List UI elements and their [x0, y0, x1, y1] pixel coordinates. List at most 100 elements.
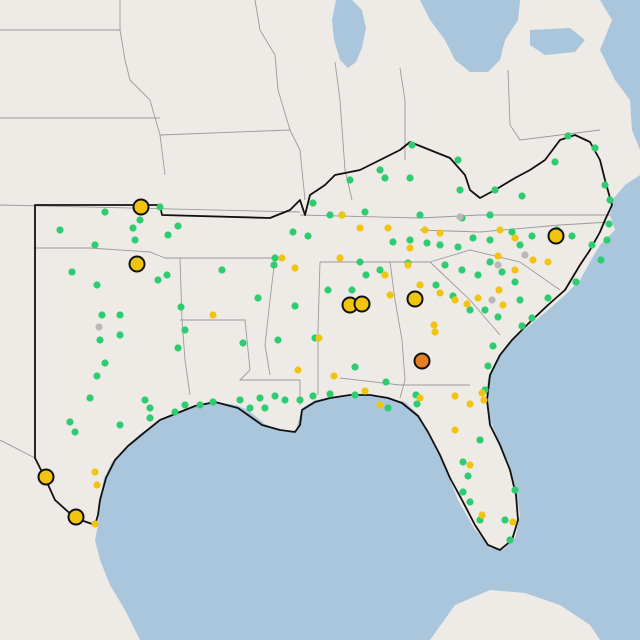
green-site-marker[interactable] — [406, 174, 414, 182]
green-site-marker[interactable] — [348, 286, 356, 294]
green-site-marker[interactable] — [309, 199, 317, 207]
yellow-site-marker[interactable] — [416, 281, 424, 289]
green-site-marker[interactable] — [116, 331, 124, 339]
green-site-marker[interactable] — [389, 238, 397, 246]
green-site-marker[interactable] — [136, 216, 144, 224]
green-site-marker[interactable] — [459, 488, 467, 496]
green-site-marker[interactable] — [376, 266, 384, 274]
green-site-marker[interactable] — [516, 241, 524, 249]
green-site-marker[interactable] — [196, 401, 204, 409]
green-site-marker[interactable] — [382, 378, 390, 386]
green-site-marker[interactable] — [508, 228, 516, 236]
yellow-site-marker[interactable] — [478, 511, 486, 519]
yellow-site-marker[interactable] — [480, 396, 488, 404]
green-site-marker[interactable] — [164, 231, 172, 239]
yellow-site-marker[interactable] — [356, 224, 364, 232]
green-site-marker[interactable] — [466, 306, 474, 314]
green-site-marker[interactable] — [432, 281, 440, 289]
yellow-site-marker[interactable] — [386, 291, 394, 299]
green-site-marker[interactable] — [489, 342, 497, 350]
green-site-marker[interactable] — [98, 311, 106, 319]
green-site-marker[interactable] — [601, 181, 609, 189]
yellow-site-marker[interactable] — [91, 520, 99, 528]
yellow-site-marker[interactable] — [466, 400, 474, 408]
yellow-site-marker[interactable] — [509, 518, 517, 526]
yellow-site-marker[interactable] — [278, 254, 286, 262]
green-site-marker[interactable] — [384, 404, 392, 412]
green-site-marker[interactable] — [361, 208, 369, 216]
yellow-large-marker[interactable] — [132, 198, 150, 216]
green-site-marker[interactable] — [254, 294, 262, 302]
green-site-marker[interactable] — [296, 396, 304, 404]
green-site-marker[interactable] — [291, 302, 299, 310]
green-site-marker[interactable] — [309, 392, 317, 400]
green-site-marker[interactable] — [351, 391, 359, 399]
yellow-site-marker[interactable] — [494, 252, 502, 260]
green-site-marker[interactable] — [141, 396, 149, 404]
green-site-marker[interactable] — [518, 322, 526, 330]
yellow-site-marker[interactable] — [436, 229, 444, 237]
gray-site-marker[interactable] — [488, 296, 496, 304]
green-site-marker[interactable] — [408, 141, 416, 149]
yellow-large-marker[interactable] — [37, 468, 55, 486]
green-site-marker[interactable] — [413, 400, 421, 408]
yellow-site-marker[interactable] — [294, 366, 302, 374]
green-site-marker[interactable] — [568, 232, 576, 240]
green-site-marker[interactable] — [494, 313, 502, 321]
green-site-marker[interactable] — [406, 236, 414, 244]
green-site-marker[interactable] — [501, 516, 509, 524]
green-site-marker[interactable] — [506, 536, 514, 544]
green-site-marker[interactable] — [528, 314, 536, 322]
green-site-marker[interactable] — [351, 363, 359, 371]
green-site-marker[interactable] — [484, 362, 492, 370]
green-site-marker[interactable] — [177, 303, 185, 311]
green-site-marker[interactable] — [171, 408, 179, 416]
yellow-site-marker[interactable] — [511, 234, 519, 242]
yellow-site-marker[interactable] — [478, 389, 486, 397]
green-site-marker[interactable] — [362, 271, 370, 279]
green-site-marker[interactable] — [261, 404, 269, 412]
green-site-marker[interactable] — [96, 336, 104, 344]
gray-site-marker[interactable] — [521, 251, 529, 259]
yellow-site-marker[interactable] — [91, 468, 99, 476]
green-site-marker[interactable] — [346, 176, 354, 184]
green-site-marker[interactable] — [239, 339, 247, 347]
yellow-site-marker[interactable] — [499, 301, 507, 309]
green-site-marker[interactable] — [486, 258, 494, 266]
yellow-site-marker[interactable] — [496, 226, 504, 234]
green-site-marker[interactable] — [516, 296, 524, 304]
green-site-marker[interactable] — [93, 372, 101, 380]
green-site-marker[interactable] — [486, 236, 494, 244]
green-site-marker[interactable] — [458, 266, 466, 274]
green-site-marker[interactable] — [326, 211, 334, 219]
green-site-marker[interactable] — [324, 286, 332, 294]
green-site-marker[interactable] — [469, 234, 477, 242]
green-site-marker[interactable] — [156, 203, 164, 211]
green-site-marker[interactable] — [376, 166, 384, 174]
green-site-marker[interactable] — [491, 186, 499, 194]
green-site-marker[interactable] — [511, 486, 519, 494]
green-site-marker[interactable] — [271, 254, 279, 262]
green-site-marker[interactable] — [572, 278, 580, 286]
green-site-marker[interactable] — [544, 294, 552, 302]
green-site-marker[interactable] — [326, 390, 334, 398]
green-site-marker[interactable] — [274, 336, 282, 344]
green-site-marker[interactable] — [289, 228, 297, 236]
yellow-site-marker[interactable] — [451, 392, 459, 400]
green-site-marker[interactable] — [304, 232, 312, 240]
green-site-marker[interactable] — [486, 211, 494, 219]
green-site-marker[interactable] — [101, 359, 109, 367]
yellow-site-marker[interactable] — [430, 321, 438, 329]
yellow-large-marker[interactable] — [128, 255, 146, 273]
green-site-marker[interactable] — [605, 220, 613, 228]
yellow-site-marker[interactable] — [431, 328, 439, 336]
yellow-large-marker[interactable] — [353, 295, 371, 313]
green-site-marker[interactable] — [511, 278, 519, 286]
green-site-marker[interactable] — [281, 396, 289, 404]
yellow-site-marker[interactable] — [436, 289, 444, 297]
gray-site-marker[interactable] — [456, 213, 464, 221]
green-site-marker[interactable] — [518, 192, 526, 200]
green-site-marker[interactable] — [181, 401, 189, 409]
green-site-marker[interactable] — [498, 268, 506, 276]
